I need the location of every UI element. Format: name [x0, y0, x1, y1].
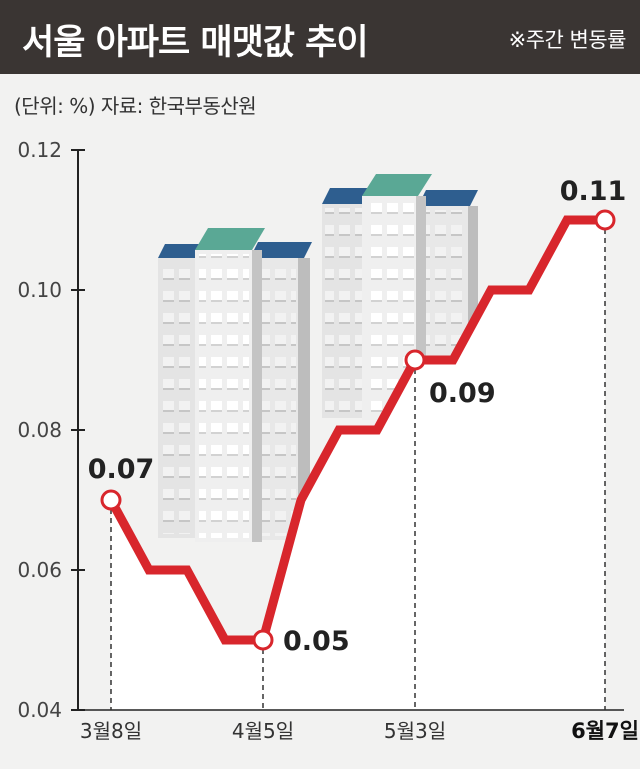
- apartment-illustration: [158, 174, 478, 542]
- header-bar: 서울 아파트 매맷값 추이 ※주간 변동률: [0, 0, 640, 74]
- point-markers: [100, 209, 616, 651]
- data-labels: 0.07 0.05 0.09 0.11: [88, 176, 627, 657]
- data-label: 0.09: [429, 378, 496, 409]
- building-left-b: [195, 228, 265, 542]
- x-tick-label: 5월3일: [384, 719, 446, 743]
- unit-source-label: (단위: %) 자료: 한국부동산원: [14, 94, 257, 118]
- y-tick-label: 0.08: [17, 418, 62, 442]
- data-label: 0.05: [283, 626, 350, 657]
- y-axis: 0.12 0.10 0.08 0.06 0.04: [17, 138, 624, 722]
- chart-note: ※주간 변동률: [508, 28, 627, 52]
- y-tick-label: 0.04: [17, 698, 62, 722]
- x-tick-label: 6월7일: [571, 719, 639, 743]
- y-tick-label: 0.12: [17, 138, 62, 162]
- area-under-line: [111, 220, 605, 710]
- guide-lines: [110, 220, 606, 710]
- point-marker: [100, 489, 122, 511]
- x-tick-label: 4월5일: [232, 719, 294, 743]
- y-tick-label: 0.10: [17, 278, 62, 302]
- x-axis-labels: 3월8일 4월5일 5월3일 6월7일: [80, 719, 639, 743]
- y-tick-label: 0.06: [17, 558, 62, 582]
- point-marker: [404, 349, 426, 371]
- point-marker: [252, 629, 274, 651]
- chart-title: 서울 아파트 매맷값 추이: [22, 23, 369, 63]
- series-line: [107, 215, 605, 645]
- point-marker: [594, 209, 616, 231]
- data-label: 0.07: [88, 454, 155, 485]
- data-label: 0.11: [560, 176, 627, 207]
- x-tick-label: 3월8일: [80, 719, 142, 743]
